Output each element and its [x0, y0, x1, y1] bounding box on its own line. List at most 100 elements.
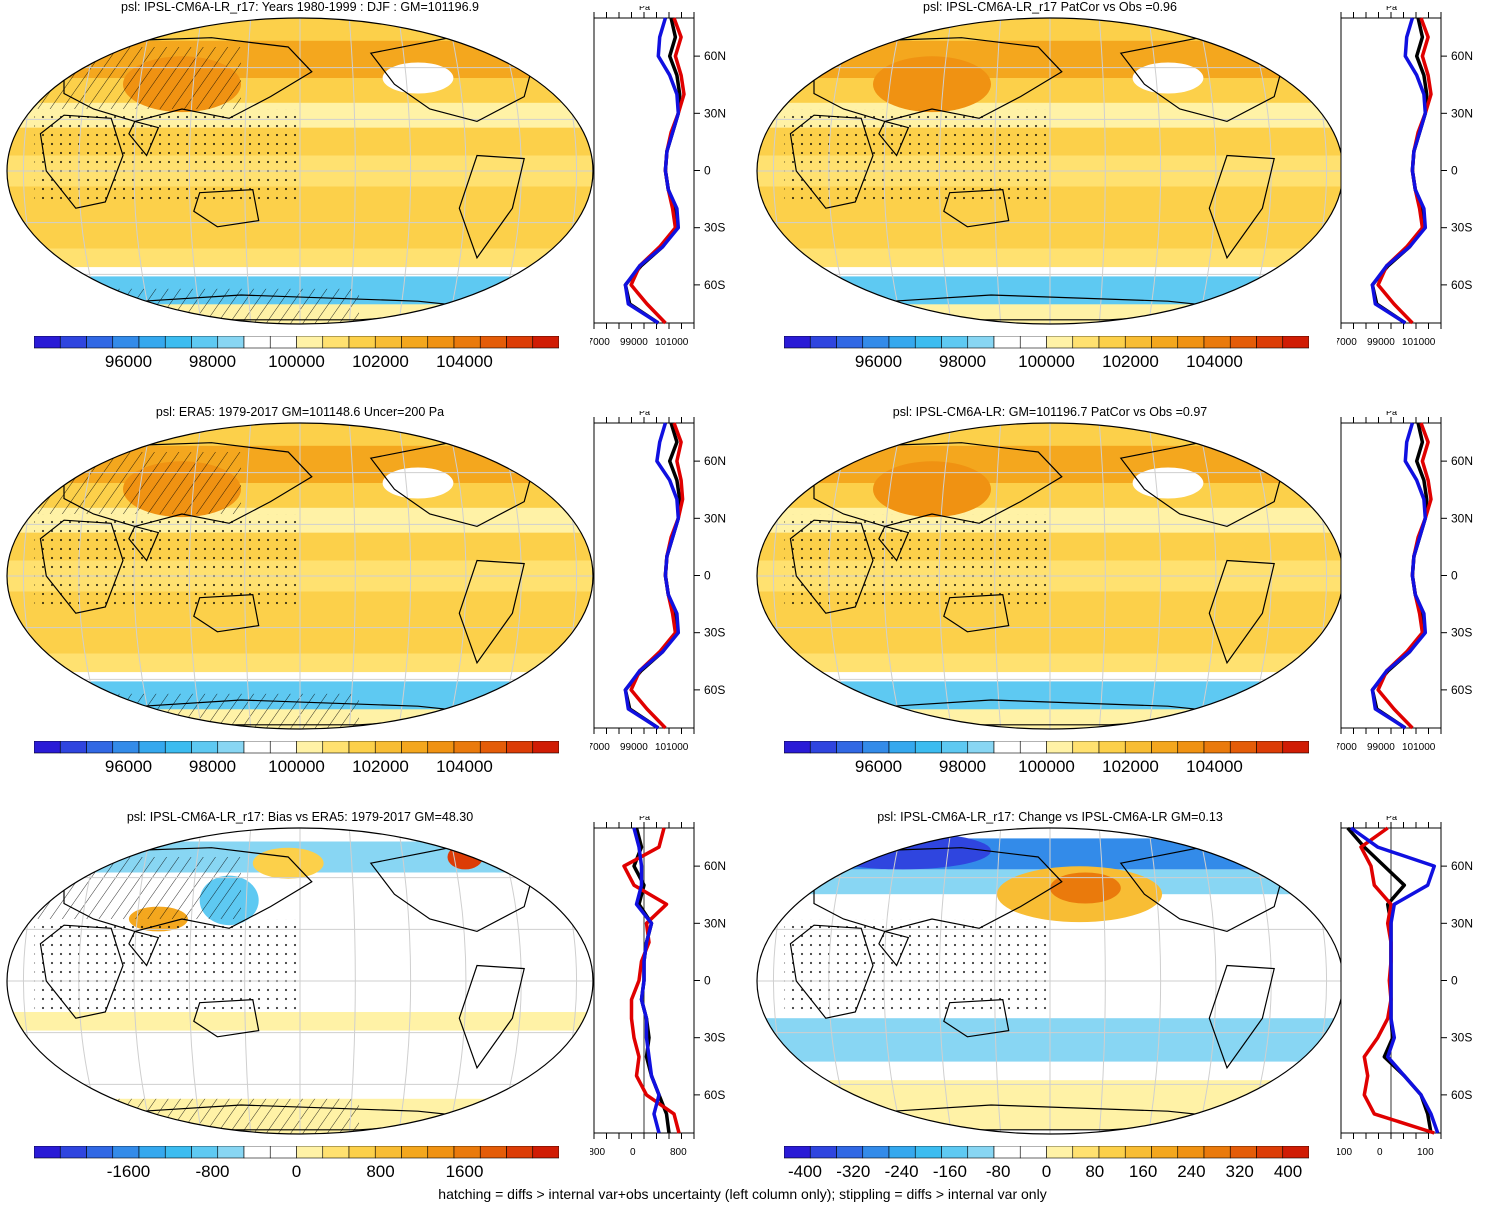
colorbar-swatch: [914, 1146, 942, 1159]
colorbar-label: 1600: [445, 1162, 484, 1181]
colorbar-swatch: [191, 336, 219, 349]
colorbar-label: 80: [1085, 1162, 1105, 1181]
colorbar-label: 100000: [268, 352, 325, 371]
colorbar-swatch: [374, 336, 402, 349]
panel-title: psl: IPSL-CM6A-LR_r17: Years 1980-1999 :…: [121, 0, 479, 14]
colorbar: [34, 741, 559, 754]
colorbar-swatch: [1046, 336, 1074, 349]
colorbar-swatch: [427, 336, 455, 349]
colorbar-swatch: [1046, 741, 1074, 754]
panel-title: psl: IPSL-CM6A-LR: GM=101196.7 PatCor vs…: [892, 405, 1208, 419]
colorbar-swatch: [112, 1146, 140, 1159]
lat-tick-label: 30S: [1451, 626, 1472, 640]
colorbar-swatch: [1019, 1146, 1047, 1159]
colorbar-swatch: [993, 741, 1021, 754]
footnote: hatching = diffs > internal var+obs unce…: [438, 1186, 1047, 1202]
map: [6, 17, 594, 325]
colorbar-label: 800: [366, 1162, 395, 1181]
colorbar-swatch: [138, 741, 166, 754]
panel-title: psl: ERA5: 1979-2017 GM=101148.6 Uncer=2…: [155, 405, 445, 419]
profile-series-multi-model: [632, 827, 661, 1134]
profile-x-tick: 100: [1417, 1147, 1434, 1158]
profile-series-multi-model: [623, 17, 681, 325]
lat-tick-label: 60N: [1451, 859, 1473, 873]
colorbar-swatch: [348, 1146, 376, 1159]
profile-x-tick: 101000: [655, 742, 689, 753]
colorbar: [784, 741, 1309, 754]
colorbar-swatch: [112, 741, 140, 754]
colorbar-swatch: [348, 336, 376, 349]
colorbar-swatch: [784, 336, 811, 349]
colorbar-swatch: [243, 741, 271, 754]
colorbar-swatch: [217, 741, 245, 754]
colorbar-swatch: [1282, 1146, 1309, 1159]
colorbar-swatch: [809, 1146, 837, 1159]
colorbar-label: -80: [985, 1162, 1011, 1181]
colorbar-swatch: [269, 1146, 297, 1159]
map: [6, 827, 594, 1135]
colorbar: [784, 1146, 1309, 1159]
lat-tick-label: 0: [1451, 974, 1458, 988]
colorbar-label: 320: [1225, 1162, 1254, 1181]
lat-tick-label: 30S: [704, 626, 725, 640]
colorbar-swatch: [967, 1146, 995, 1159]
profile-series-multi-model: [623, 422, 681, 730]
colorbar-swatch: [914, 741, 942, 754]
profile-x-tick: 101000: [1402, 742, 1436, 753]
colorbar-label: -320: [836, 1162, 871, 1181]
lat-tick-label: 60S: [704, 1088, 725, 1102]
colorbar-swatch: [296, 741, 324, 754]
profile-unit: Pa: [1386, 6, 1397, 12]
lat-tick-label: 60N: [704, 859, 726, 873]
colorbar-swatch: [1151, 1146, 1179, 1159]
colorbar-label: 100000: [1018, 757, 1075, 776]
lat-tick-label: 60N: [704, 49, 726, 63]
colorbar-swatch: [1046, 1146, 1074, 1159]
colorbar-label: 96000: [104, 757, 153, 776]
profile-x-tick: 97000: [1337, 337, 1357, 348]
colorbar-swatch: [1177, 336, 1205, 349]
colorbar-swatch: [453, 336, 481, 349]
colorbar-swatch: [1098, 336, 1126, 349]
colorbar-swatch: [164, 336, 192, 349]
lat-tick-label: 30S: [704, 221, 725, 235]
colorbar-swatch: [322, 741, 350, 754]
lat-tick-label: 30N: [1451, 511, 1473, 525]
colorbar-label: 160: [1128, 1162, 1158, 1181]
profile-unit: Pa: [639, 816, 650, 822]
colorbar-swatch: [967, 741, 995, 754]
profile-series-multi-model: [1349, 826, 1440, 1134]
profile-x-tick: -100: [1337, 1147, 1352, 1158]
zonal-profile: 60N 30N 0 30S 60S Pa -100 0 100: [1337, 816, 1473, 1158]
colorbar-swatch: [59, 336, 87, 349]
colorbar-swatch: [914, 336, 942, 349]
colorbar-swatch: [1203, 1146, 1231, 1159]
colorbar-label: 96000: [854, 352, 903, 371]
lat-tick-label: 60N: [1451, 49, 1473, 63]
lat-tick-label: 30N: [704, 106, 726, 120]
zonal-profile: 60N 30N 0 30S 60S Pa -800 0 800: [590, 816, 726, 1158]
panel-title: psl: IPSL-CM6A-LR_r17: Change vs IPSL-CM…: [877, 810, 1223, 824]
colorbar-swatch: [1256, 1146, 1284, 1159]
colorbar-swatch: [269, 336, 297, 349]
colorbar-label: 104000: [436, 352, 493, 371]
colorbar-swatch: [993, 1146, 1021, 1159]
colorbar-swatch: [532, 336, 559, 349]
zonal-profile: 60N 30N 0 30S 60S Pa 97000 99000 101000: [590, 6, 726, 348]
profile-unit: Pa: [1386, 816, 1397, 822]
colorbar-swatch: [138, 336, 166, 349]
panel-title: psl: IPSL-CM6A-LR_r17 PatCor vs Obs =0.9…: [923, 0, 1177, 14]
colorbar-swatch: [1019, 741, 1047, 754]
colorbar-swatch: [506, 1146, 534, 1159]
profile-x-tick: 97000: [590, 337, 610, 348]
colorbar-swatch: [784, 741, 811, 754]
colorbar-label: -160: [932, 1162, 967, 1181]
lat-tick-label: 60S: [1451, 1088, 1472, 1102]
colorbar-swatch: [1229, 1146, 1257, 1159]
lat-tick-label: 60N: [704, 454, 726, 468]
lat-tick-label: 60N: [1451, 454, 1473, 468]
colorbar-label: 100000: [268, 757, 325, 776]
colorbar-label: 102000: [1102, 352, 1159, 371]
profile-x-tick: 0: [1377, 1147, 1383, 1158]
colorbar: [784, 336, 1309, 349]
